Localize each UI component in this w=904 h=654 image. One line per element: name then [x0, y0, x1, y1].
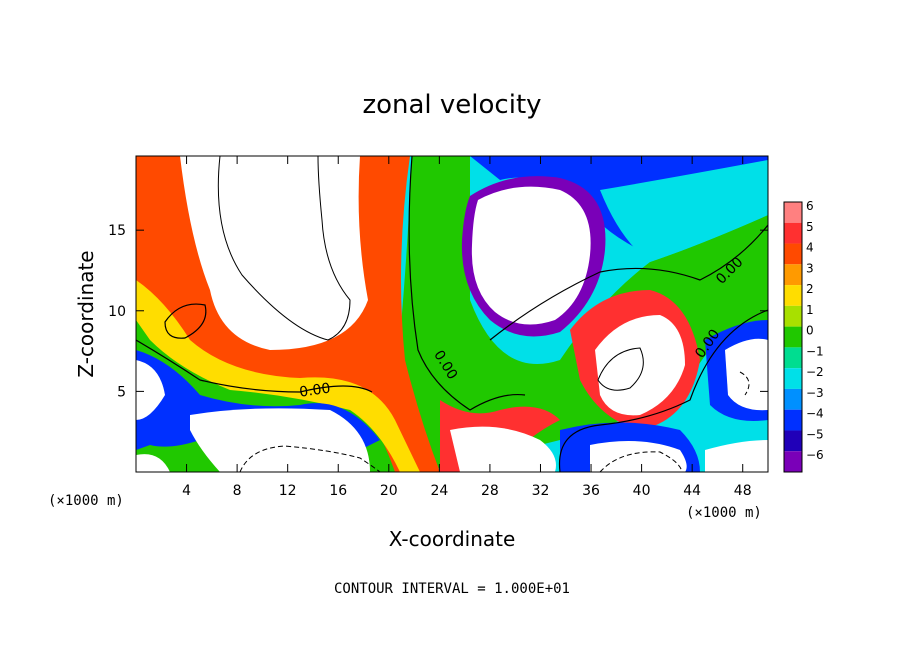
- blank-region-bottom-right-corner: [705, 440, 768, 472]
- x-tick-label: 8: [233, 483, 242, 499]
- colorbar-label: 2: [806, 282, 814, 296]
- x-tick-label: 24: [430, 483, 448, 499]
- colorbar-swatch: [784, 285, 802, 306]
- contour-loop-left: [164, 303, 207, 339]
- x-tick-label: 32: [532, 483, 550, 499]
- colorbar-label: −1: [806, 344, 824, 358]
- x-tick-label: 12: [279, 483, 297, 499]
- colorbar-label: −6: [806, 448, 824, 462]
- colorbar-swatch: [784, 202, 802, 223]
- colorbar-swatch: [784, 451, 802, 472]
- y-tick-label: 15: [108, 223, 126, 239]
- colorbar-label: 3: [806, 261, 814, 275]
- colorbar: 6 5 4 3 2 1 0 −1 −2 −3 −4 −5 −6: [783, 199, 824, 473]
- colorbar-label: −4: [806, 407, 824, 421]
- x-tick-label: 44: [683, 483, 701, 499]
- x-unit-note: (×1000 m): [48, 493, 124, 509]
- x-tick-label: 4: [182, 483, 191, 499]
- x-tick-label: 40: [633, 483, 651, 499]
- x-tick-label: 20: [380, 483, 398, 499]
- x-tick-label: 16: [329, 483, 347, 499]
- y-axis-label: Z-coordinate: [74, 250, 98, 377]
- x-axis-ticks: 4 8 12 16 20 24 28 32 36 40 44 48: [182, 156, 752, 499]
- y-tick-label: 10: [108, 304, 126, 320]
- contour-positive-upper-left: [217, 156, 351, 341]
- y-unit-note: (×1000 m): [686, 505, 762, 521]
- colorbar-swatch: [784, 347, 802, 369]
- contour-loop-right: [597, 347, 644, 391]
- blank-region-lower-left: [190, 408, 370, 472]
- colorbar-swatch: [784, 409, 802, 431]
- colorbar-label: −5: [806, 427, 824, 441]
- y-tick-label: 5: [117, 384, 126, 400]
- blank-region-center-bottom: [450, 426, 556, 472]
- colorbar-swatch: [784, 243, 802, 265]
- contour-negative-lower-left: [239, 445, 381, 472]
- x-axis-label: X-coordinate: [389, 527, 516, 551]
- contour-label: 0.00: [298, 381, 331, 401]
- contour-zero-upper-right: [489, 224, 768, 341]
- colorbar-label: 1: [806, 303, 814, 317]
- blank-region-left-edge: [136, 360, 165, 420]
- contour-negative-lower-right: [599, 451, 683, 472]
- x-tick-label: 48: [734, 483, 752, 499]
- colorbar-swatch: [784, 368, 802, 389]
- colorbar-label: 4: [806, 241, 814, 255]
- colorbar-swatch: [784, 264, 802, 286]
- contour-zero-left: [136, 339, 373, 393]
- blank-region-bottom-left: [136, 454, 170, 472]
- colorbar-swatch: [784, 222, 802, 244]
- contour-zero-column: [408, 156, 526, 411]
- contour-zero-right: [558, 309, 768, 472]
- chart-title: zonal velocity: [362, 90, 541, 120]
- contour-interval-footer: CONTOUR INTERVAL = 1.000E+01: [334, 581, 570, 597]
- blank-region-upper-center: [471, 186, 591, 325]
- colorbar-swatch: [784, 430, 802, 452]
- contour-negative-right-edge: [739, 371, 750, 396]
- field-yellow-band: [136, 280, 420, 472]
- y-axis-ticks: 5 10 15: [108, 223, 768, 400]
- x-tick-label: 28: [481, 483, 499, 499]
- colorbar-label: 0: [806, 324, 814, 338]
- colorbar-swatch: [784, 388, 802, 410]
- colorbar-label: 5: [806, 220, 814, 234]
- x-tick-label: 36: [582, 483, 600, 499]
- colorbar-swatch: [784, 305, 802, 327]
- colorbar-frame: [783, 201, 803, 473]
- colorbar-swatch: [784, 326, 802, 348]
- colorbar-label: −2: [806, 365, 824, 379]
- colorbar-label: −3: [806, 386, 824, 400]
- blank-region-right-edge: [725, 338, 768, 411]
- plot-area: 0.000.000.000.00: [136, 156, 768, 472]
- field-cyan-top-right: [600, 160, 768, 262]
- blank-region-bottom-right: [590, 441, 687, 472]
- plot-frame: [135, 155, 769, 473]
- colorbar-label: 6: [806, 199, 814, 213]
